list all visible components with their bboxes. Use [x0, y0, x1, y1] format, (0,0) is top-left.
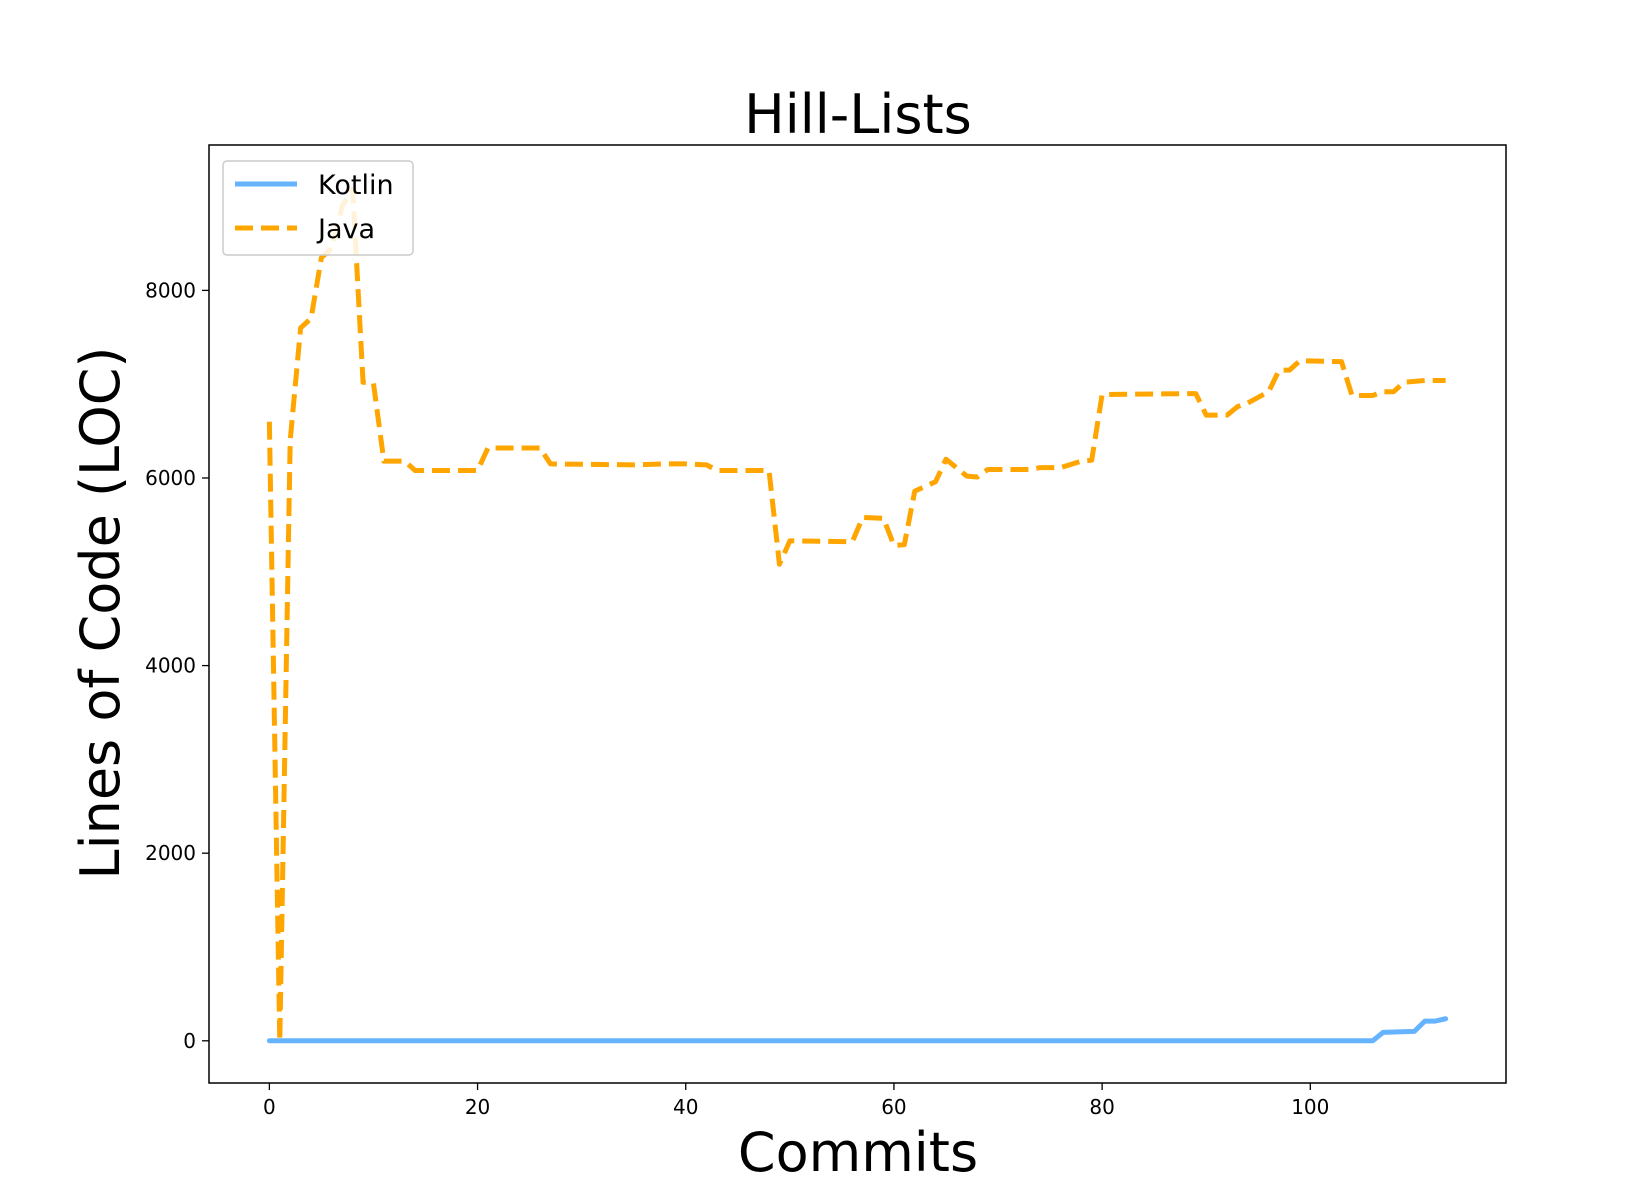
x-axis-label: Commits: [738, 1121, 978, 1184]
legend: Kotlin Java: [222, 160, 414, 256]
x-axis-ticks: 0 20 40 60 80 100: [263, 1083, 1329, 1119]
series-line-kotlin: [266, 1016, 1449, 1044]
x-tick-label: 40: [673, 1095, 698, 1119]
y-axis-label: Lines of Code (LOC): [69, 347, 132, 880]
x-tick-label: 80: [1089, 1095, 1114, 1119]
x-tick-label: 20: [465, 1095, 490, 1119]
plot-lines: [266, 186, 1449, 1044]
x-tick-label: 60: [881, 1095, 906, 1119]
legend-label-kotlin: Kotlin: [318, 170, 394, 201]
series-line-java: [266, 186, 1446, 1044]
y-tick-label: 6000: [145, 466, 196, 490]
y-tick-label: 2000: [145, 841, 196, 865]
y-axis-ticks: 0 2000 4000 6000 8000: [145, 278, 209, 1053]
y-tick-label: 4000: [145, 654, 196, 678]
chart-title: Hill-Lists: [744, 83, 972, 146]
y-tick-label: 8000: [145, 278, 196, 302]
plot-frame: [208, 144, 1507, 1084]
x-tick-label: 0: [263, 1095, 276, 1119]
y-tick-label: 0: [183, 1029, 196, 1053]
x-tick-label: 100: [1291, 1095, 1329, 1119]
legend-label-java: Java: [316, 214, 375, 245]
